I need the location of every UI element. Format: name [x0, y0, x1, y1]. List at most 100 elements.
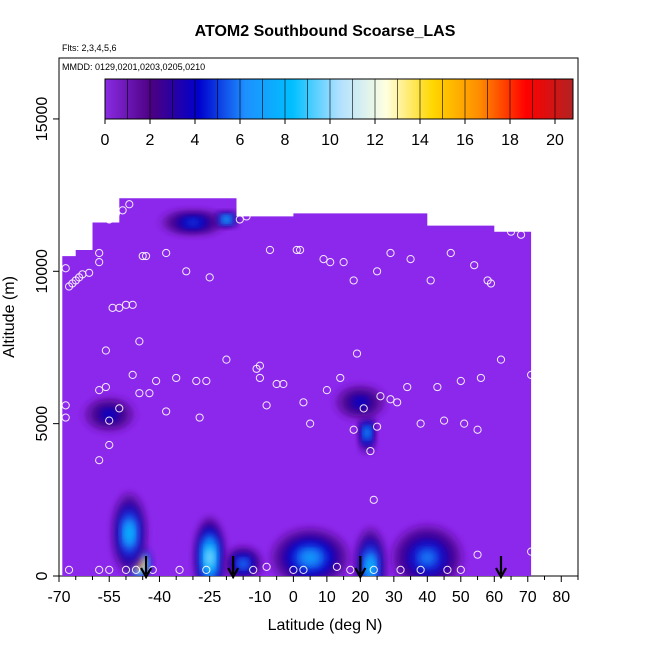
profile-point: [386, 395, 395, 404]
profile-point: [101, 346, 110, 355]
y-axis: 0 5000 10000 15000: [34, 97, 59, 580]
profile-point: [349, 276, 358, 285]
profile-point: [426, 276, 435, 285]
profile-point: [470, 261, 479, 270]
subtitle-flights: Flts: 2,3,4,5,6: [62, 43, 117, 53]
profile-point: [352, 349, 362, 358]
profile-point: [131, 565, 141, 575]
y-tick-label: 10000: [34, 249, 51, 294]
profile-point: [162, 248, 171, 258]
x-axis-label: Latitude (deg N): [268, 617, 383, 634]
profile-point: [416, 565, 425, 575]
profile-point: [416, 419, 425, 428]
profile-point: [376, 392, 385, 401]
profile-point: [255, 373, 265, 383]
profile-point: [346, 565, 355, 575]
profile-point: [262, 401, 271, 410]
profile-point: [182, 267, 191, 276]
profile-point: [319, 255, 328, 264]
profile-point: [295, 245, 305, 255]
profile-point: [433, 382, 442, 392]
profile-point: [299, 565, 308, 575]
x-tick-label: 80: [552, 589, 570, 606]
profile-point: [527, 547, 536, 556]
colorbar-tick-label: 10: [321, 132, 339, 149]
direction-arrow-head: [495, 567, 507, 580]
profile-point: [95, 248, 104, 258]
x-tick-label: -70: [47, 589, 70, 606]
profile-point: [105, 215, 114, 224]
y-axis-label: Altitude (m): [1, 276, 18, 358]
profile-point: [255, 361, 265, 370]
profile-point: [192, 376, 201, 386]
profile-point: [135, 389, 144, 398]
profile-point: [85, 268, 94, 277]
profile-point: [101, 382, 110, 392]
profile-point: [456, 565, 465, 575]
profile-point: [349, 425, 358, 434]
enhancement-blob: [300, 550, 320, 566]
profile-point: [443, 565, 452, 575]
x-axis: -70 -55 -40 -25 -10 0 10 20 30 40 50 60 70 80: [47, 576, 579, 606]
profile-point: [496, 355, 506, 364]
profile-point: [446, 248, 455, 258]
profile-point: [486, 279, 496, 288]
profile-point: [235, 215, 244, 224]
profile-point: [460, 419, 469, 428]
x-tick-label: 60: [485, 589, 503, 606]
enhancement-blob: [237, 558, 249, 569]
x-tick-label: 30: [385, 589, 403, 606]
profile-point: [249, 206, 258, 215]
enhancement-blob: [102, 409, 116, 420]
profile-point: [135, 337, 144, 346]
profile-point: [322, 386, 331, 395]
profile-point: [262, 562, 271, 571]
profile-point: [473, 550, 482, 559]
profile-point: [172, 373, 181, 383]
profile-point: [326, 258, 335, 267]
colorbar-tick-label: 4: [191, 132, 200, 149]
profile-point: [403, 382, 412, 392]
profile-point: [272, 379, 281, 389]
profile-point: [145, 389, 154, 398]
profile-point: [336, 373, 345, 383]
enhancement-layer: [83, 209, 463, 576]
profile-point: [175, 565, 184, 575]
enhancement-blob: [418, 549, 437, 566]
profile-point: [249, 565, 258, 575]
x-tick-label: 70: [519, 589, 537, 606]
profile-point: [152, 376, 161, 386]
colorbar-tick-label: 2: [146, 132, 155, 149]
profile-point: [61, 401, 70, 410]
x-tick-label: 10: [318, 589, 336, 606]
profile-point: [516, 230, 526, 239]
profile-point: [289, 565, 298, 575]
x-tick-label: 40: [418, 589, 436, 606]
profile-point: [121, 300, 131, 309]
profile-point: [506, 227, 516, 236]
enhancement-blob: [222, 216, 231, 223]
profile-point: [61, 264, 70, 273]
profile-point: [115, 303, 124, 312]
profile-point: [245, 206, 254, 215]
profile-point: [265, 245, 275, 255]
profile-point: [222, 355, 231, 364]
profile-point: [121, 565, 131, 575]
enhancement-blob: [124, 523, 135, 543]
colorbar-ticks: 0 2 4 6 8 10 12 14 16 18 20: [101, 79, 564, 149]
enhancement-blob: [365, 557, 376, 576]
profile-point: [372, 422, 382, 431]
x-tick-label: -25: [198, 589, 221, 606]
colorbar-tick-label: 14: [411, 132, 429, 149]
colorbar-gradient: [104, 78, 574, 120]
profile-point: [439, 416, 449, 425]
profile-point: [95, 456, 104, 465]
profile-point: [162, 407, 171, 416]
profile-point: [369, 495, 378, 504]
colorbar-tick-label: 6: [236, 132, 245, 149]
profile-point: [95, 258, 104, 267]
chart-title: ATOM2 Southbound Scoarse_LAS: [195, 23, 456, 40]
x-tick-label: 20: [351, 589, 369, 606]
profile-point: [369, 565, 378, 575]
